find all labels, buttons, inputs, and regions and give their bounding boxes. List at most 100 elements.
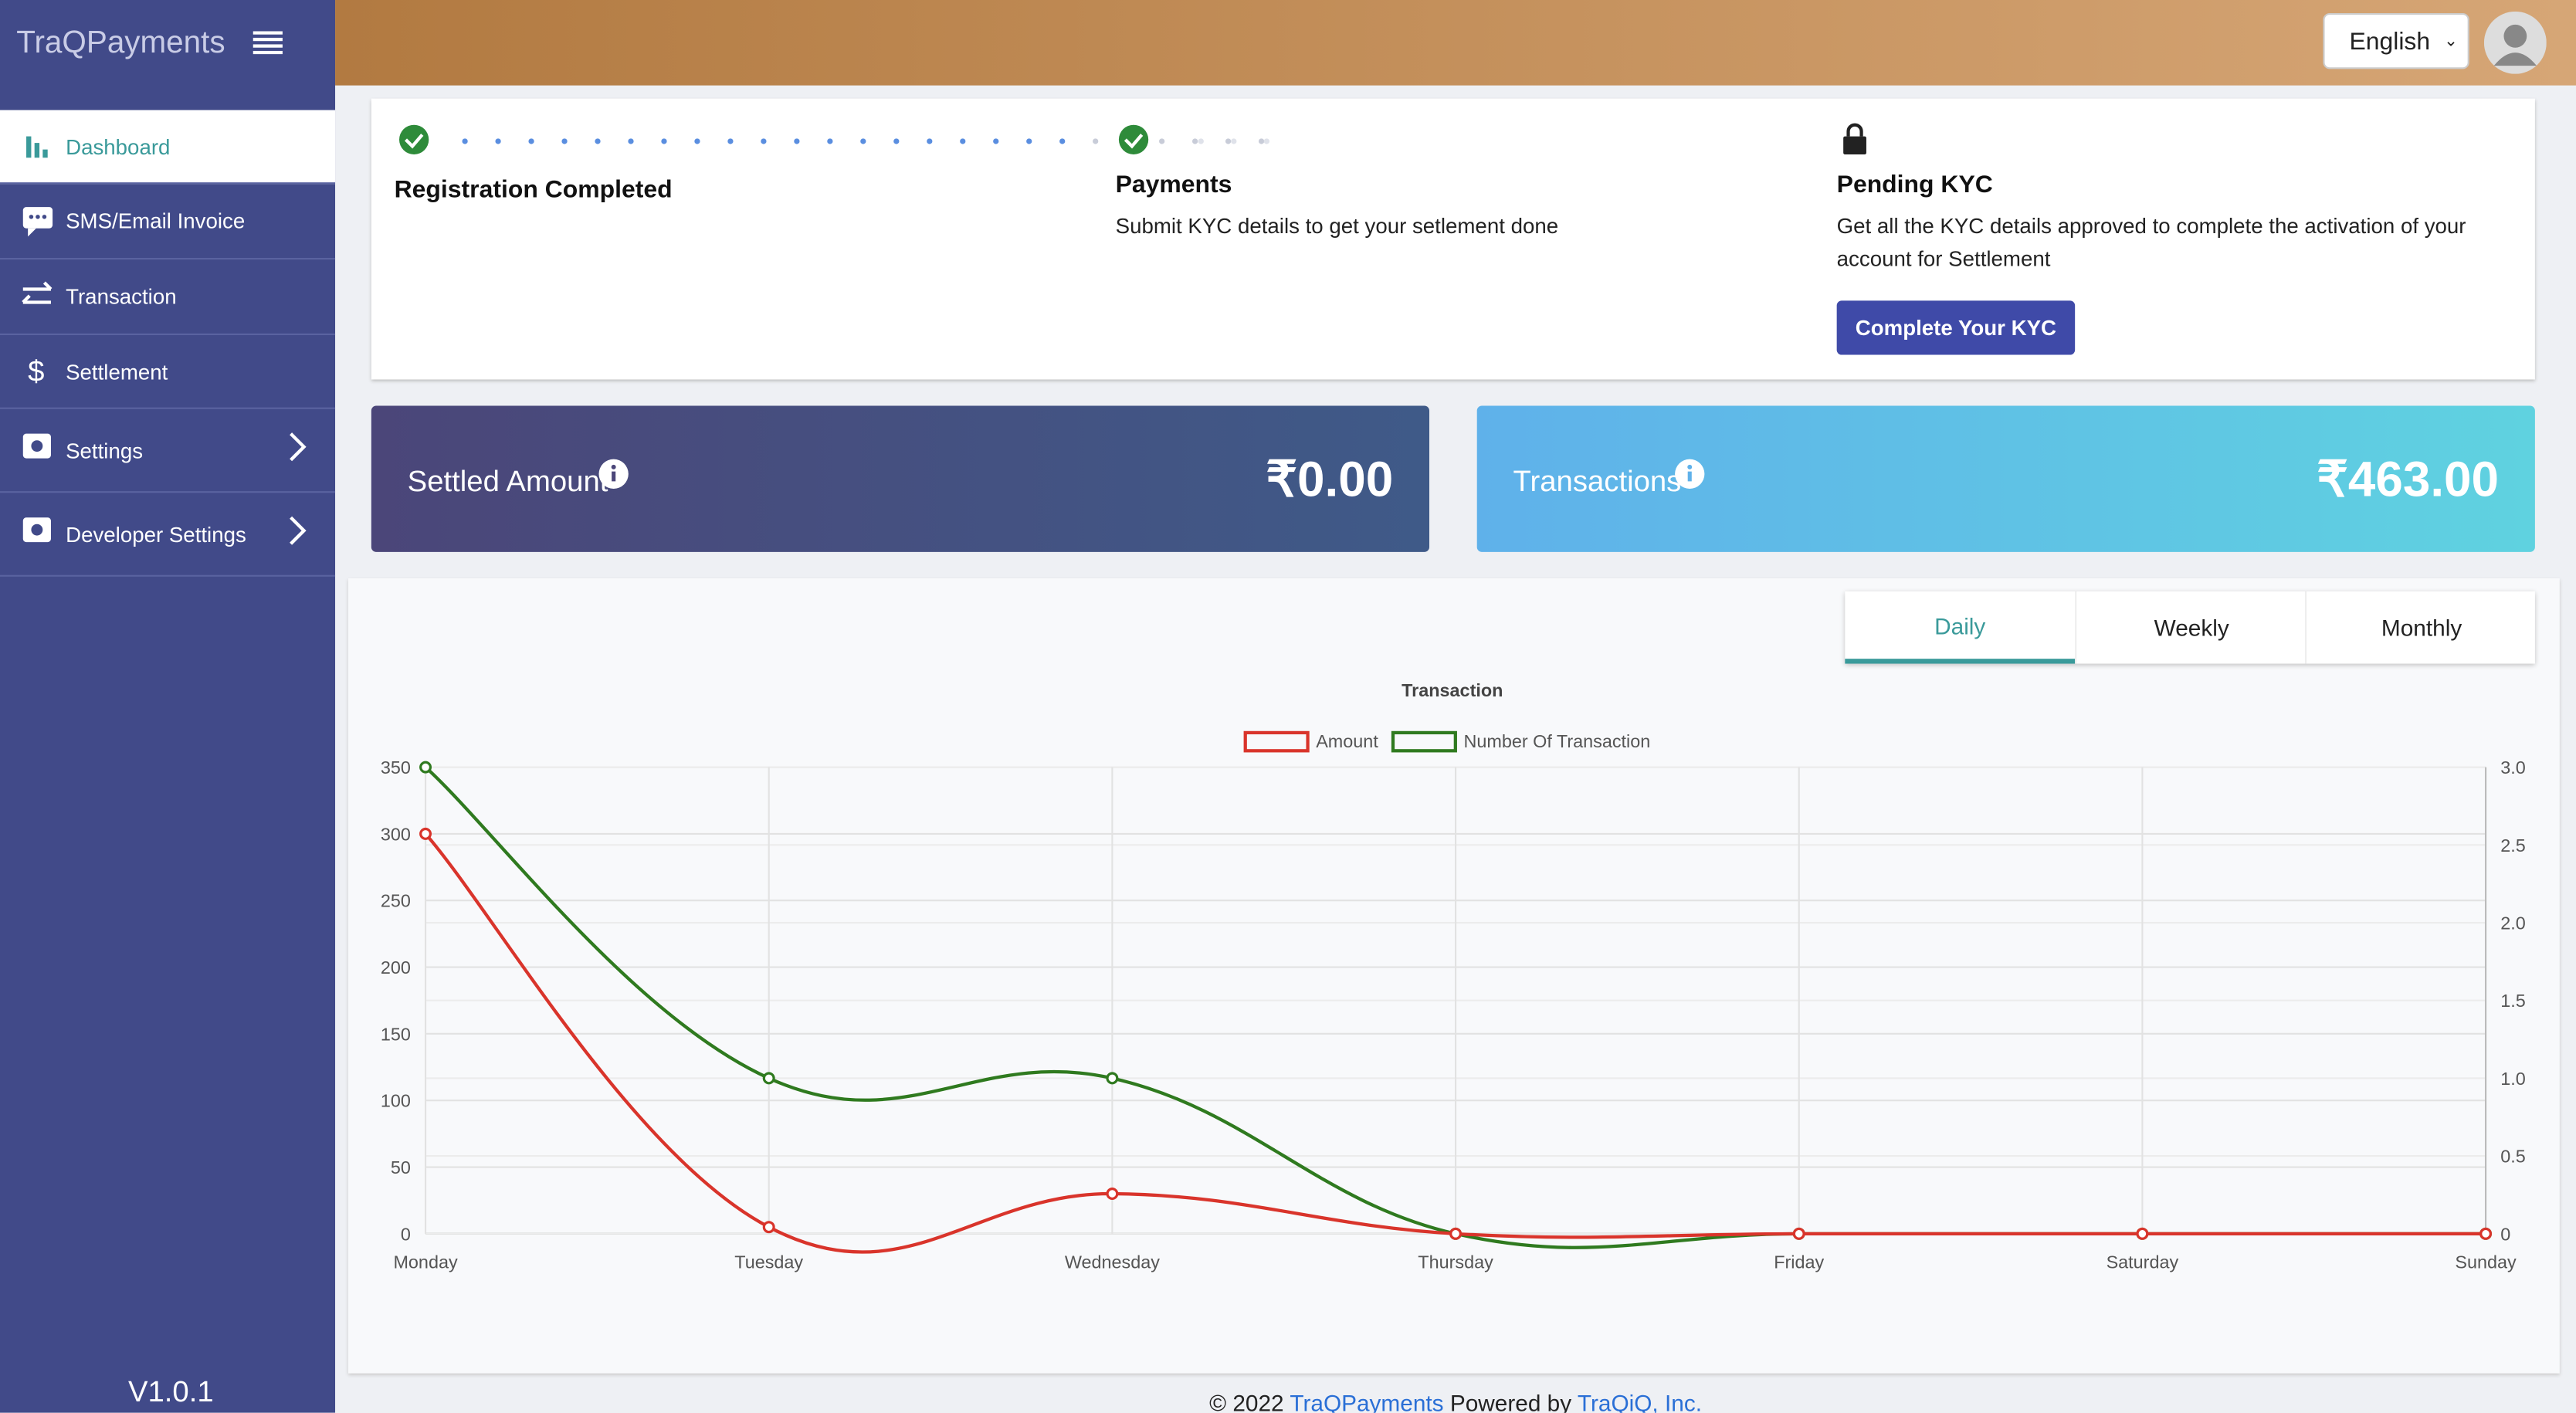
y-tick-label: 300 bbox=[381, 824, 411, 844]
y-tick-label: 250 bbox=[381, 891, 411, 911]
x-tick-label: Tuesday bbox=[734, 1252, 803, 1272]
chart-panel: Daily Weekly Monthly bbox=[348, 578, 2560, 1374]
step-dot bbox=[1258, 138, 1265, 144]
y2-tick-label: 2.0 bbox=[2500, 913, 2526, 934]
info-icon[interactable] bbox=[598, 459, 629, 490]
tab[interactable]: Daily bbox=[1845, 591, 2076, 664]
sidebar: TraQPayments Dashboard SMS/Email Invoice… bbox=[0, 0, 336, 1413]
step-dot bbox=[1191, 138, 1198, 144]
nav-label: Settings bbox=[66, 438, 144, 463]
data-point bbox=[2136, 1227, 2149, 1240]
step-text: Submit KYC details to get your setlement… bbox=[1115, 213, 1559, 239]
step-dot bbox=[993, 138, 999, 144]
logo: TraQPayments bbox=[16, 26, 225, 61]
nav-label: Dashboard bbox=[66, 134, 171, 159]
step-dot bbox=[1059, 138, 1066, 144]
nav-settings[interactable]: Settings bbox=[0, 409, 336, 493]
y-tick-label: 150 bbox=[381, 1024, 411, 1044]
footer: © 2022 TraQPayments Powered by TraQiQ, I… bbox=[0, 1390, 2576, 1413]
step-dot bbox=[1198, 138, 1204, 144]
x-tick-label: Sunday bbox=[2455, 1252, 2517, 1272]
y2-tick-label: 1.0 bbox=[2500, 1069, 2526, 1089]
nav-label: Developer Settings bbox=[66, 521, 246, 547]
card-value: ₹0.00 bbox=[1266, 453, 1394, 508]
step-dot bbox=[1026, 138, 1032, 144]
info-icon[interactable] bbox=[1674, 459, 1705, 490]
x-tick-label: Wednesday bbox=[1065, 1252, 1160, 1272]
x-tick-label: Saturday bbox=[2107, 1252, 2179, 1272]
nav-invoice[interactable]: SMS/Email Invoice bbox=[0, 184, 336, 260]
nav-transaction[interactable]: Transaction bbox=[0, 259, 336, 336]
step-dot bbox=[1263, 138, 1269, 144]
data-point bbox=[419, 827, 432, 840]
tab[interactable]: Weekly bbox=[2075, 591, 2307, 664]
x-tick-label: Friday bbox=[1774, 1252, 1824, 1272]
footer-link[interactable]: TraQiQ, Inc. bbox=[1577, 1389, 1702, 1413]
step-progress bbox=[399, 123, 1866, 154]
tab-label: Weekly bbox=[2154, 614, 2229, 641]
y2-tick-label: 0 bbox=[2500, 1224, 2510, 1244]
nav-dev-settings[interactable]: Developer Settings bbox=[0, 493, 336, 577]
step-title: Payments bbox=[1115, 171, 1232, 199]
data-point bbox=[419, 761, 432, 774]
step-dot bbox=[794, 138, 800, 144]
step-dot bbox=[893, 138, 900, 144]
step-dot bbox=[628, 138, 634, 144]
tab-label: Monthly bbox=[2381, 614, 2462, 641]
card-value: ₹463.00 bbox=[2317, 453, 2500, 508]
nav-label: Settlement bbox=[66, 358, 168, 384]
step-dot bbox=[661, 138, 667, 144]
step-text: Get all the KYC details approved to comp… bbox=[1836, 213, 2466, 272]
step-dot bbox=[561, 138, 568, 144]
tab-label: Daily bbox=[1934, 612, 1986, 639]
data-point bbox=[762, 1072, 775, 1085]
data-point bbox=[1106, 1072, 1119, 1085]
kyc-button[interactable]: Complete Your KYC bbox=[1836, 300, 2076, 355]
step-dot bbox=[860, 138, 866, 144]
nav-dashboard[interactable]: Dashboard bbox=[0, 110, 336, 185]
step-title: Registration Completed bbox=[394, 175, 673, 204]
nav-label: SMS/Email Invoice bbox=[66, 208, 246, 234]
step-dot bbox=[927, 138, 933, 144]
footer-text: Powered by bbox=[1449, 1389, 1572, 1413]
footer-link[interactable]: TraQPayments bbox=[1290, 1389, 1444, 1413]
y2-tick-label: 1.5 bbox=[2500, 991, 2526, 1011]
legend-swatch bbox=[1391, 730, 1457, 753]
x-tick-label: Thursday bbox=[1418, 1252, 1493, 1272]
card-label: Settled Amount bbox=[407, 465, 608, 498]
data-point bbox=[1449, 1227, 1463, 1240]
card-label: Transactions bbox=[1513, 465, 1682, 498]
step-dot bbox=[1231, 138, 1237, 144]
data-point bbox=[2479, 1227, 2493, 1240]
step-dot bbox=[1225, 138, 1232, 144]
x-tick-label: Monday bbox=[393, 1252, 458, 1272]
step-dot bbox=[595, 138, 601, 144]
step-dot bbox=[727, 138, 734, 144]
tab[interactable]: Monthly bbox=[2305, 591, 2537, 664]
data-point bbox=[1792, 1227, 1805, 1240]
step-dot bbox=[528, 138, 534, 144]
nav-icons: $ bbox=[22, 136, 307, 545]
menu-toggle[interactable] bbox=[253, 31, 283, 55]
nav-settlement[interactable]: Settlement bbox=[0, 335, 336, 409]
header: English ⌄ bbox=[335, 0, 2576, 86]
y-tick-label: 350 bbox=[381, 757, 411, 778]
step-dot bbox=[960, 138, 966, 144]
y2-tick-label: 0.5 bbox=[2500, 1147, 2526, 1167]
svg-text:$: $ bbox=[28, 355, 44, 388]
y-tick-label: 0 bbox=[401, 1224, 411, 1244]
avatar[interactable] bbox=[2483, 11, 2547, 74]
step-dot bbox=[495, 138, 501, 144]
y2-tick-label: 2.5 bbox=[2500, 835, 2526, 856]
step-dot bbox=[761, 138, 767, 144]
y-tick-label: 100 bbox=[381, 1091, 411, 1111]
step-dot bbox=[1159, 138, 1165, 144]
chart-title: Transaction bbox=[1402, 680, 1503, 700]
step-dot bbox=[827, 138, 833, 144]
language-select[interactable]: English ⌄ bbox=[2323, 13, 2469, 69]
y2-tick-label: 3.0 bbox=[2500, 757, 2526, 778]
data-point bbox=[762, 1221, 775, 1234]
